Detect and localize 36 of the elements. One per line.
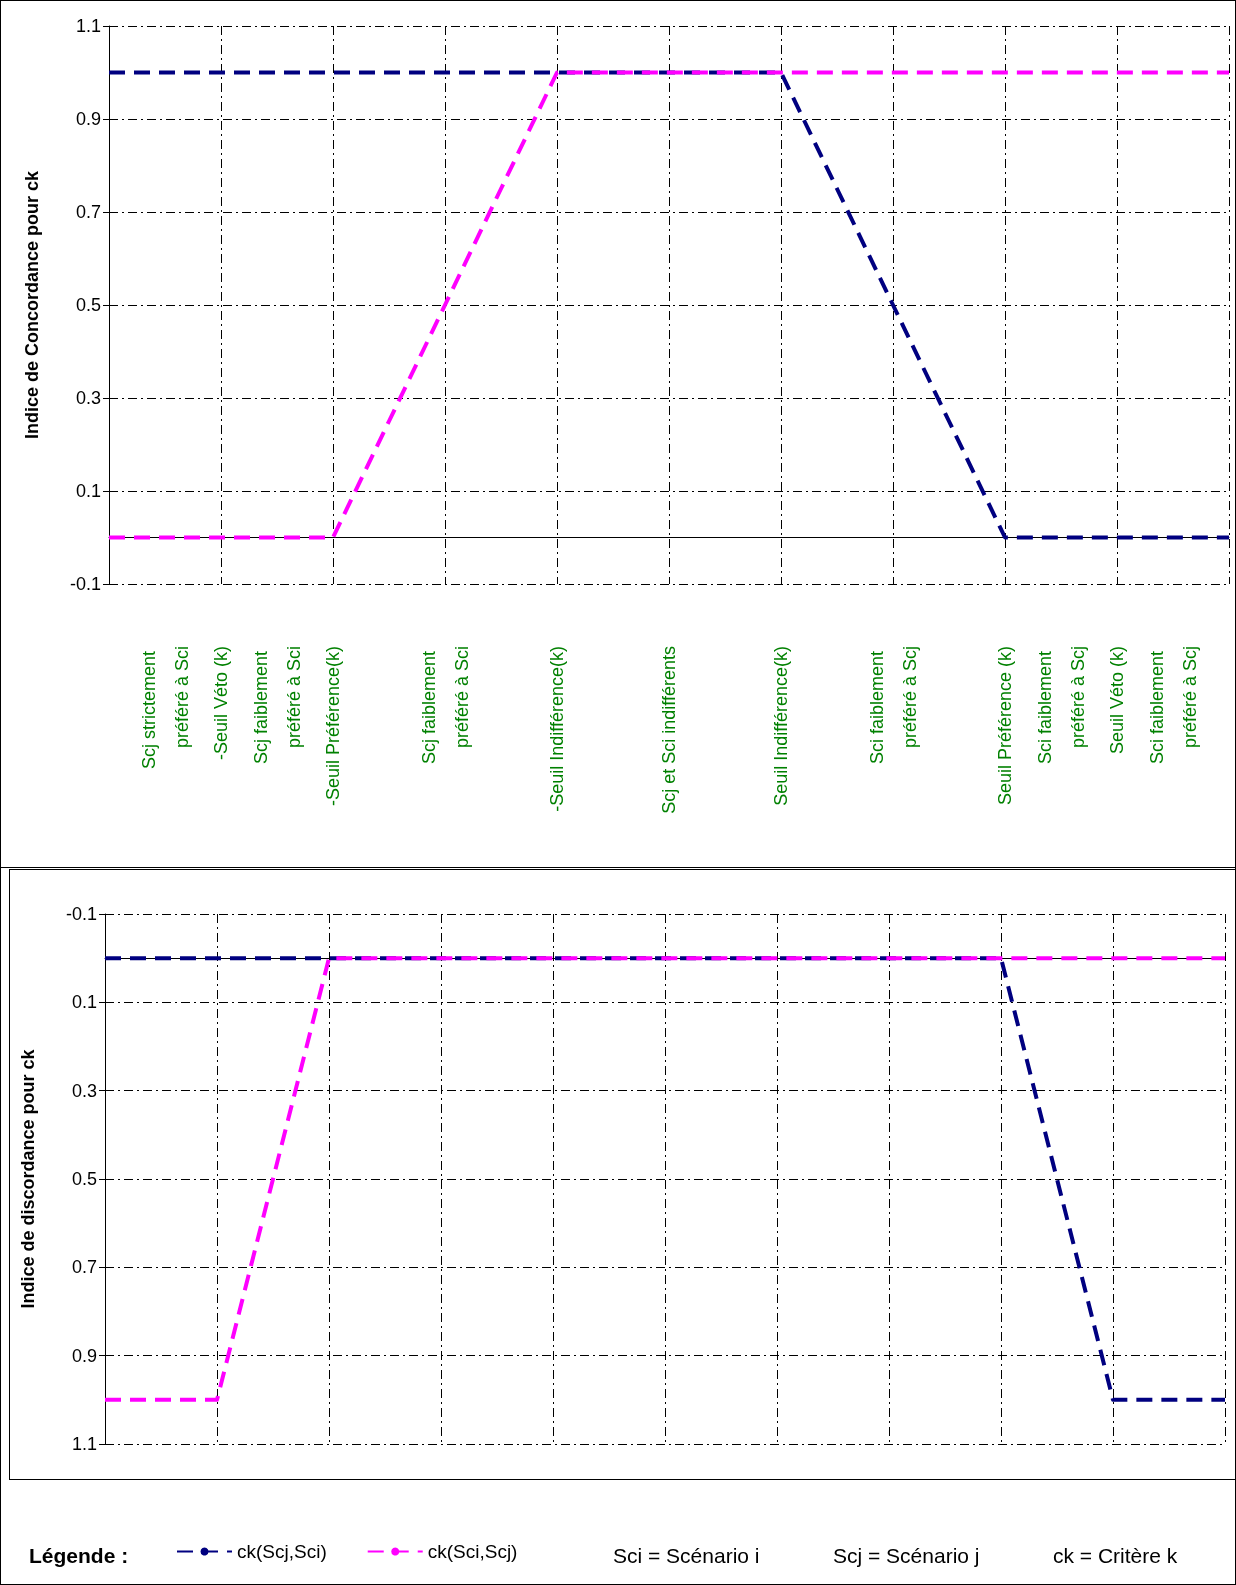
x-tick-label: Seuil Véto (k): [1107, 646, 1127, 755]
legend-label: ck(Scj,Sci): [237, 1541, 327, 1562]
y-tick-label: 1.1: [71, 1434, 97, 1454]
text: Scj = Scénario j: [833, 1544, 980, 1567]
y-tick-label: -0.1: [69, 574, 101, 594]
x-tick-label: Sci faiblement préféré à Scj: [1146, 646, 1200, 765]
y-tick-label: 0.1: [75, 481, 101, 501]
legend-title: Légende :: [29, 1544, 129, 1567]
x-tick-label: Sci faiblement préféré à Scj: [866, 646, 920, 765]
y-tick-label: 0.7: [75, 202, 101, 222]
x-tick-label: Scj strictement préféré à Sci: [138, 646, 192, 770]
x-tick-label: Sci faiblement préféré à Scj: [1034, 646, 1088, 765]
x-tick-label: -Seuil Préférence(k): [323, 646, 343, 807]
y-axis-title: Indice de discordance pour ck: [18, 1048, 38, 1309]
x-tick-label: Scj et Sci indifférents: [659, 646, 679, 814]
y-tick-label: 0.5: [71, 1169, 97, 1189]
line-series: [107, 70, 1231, 540]
y-axis-title: Indice de Concordance pour ck: [22, 169, 42, 440]
y-tick-label: 0.3: [75, 388, 101, 408]
x-tick-label: -Seuil Véto (k): [211, 646, 231, 761]
y-tick-label: -0.1: [65, 904, 97, 924]
x-tick-label: Scj faiblement préféré à Sci: [250, 646, 304, 765]
legend-label: ck(Sci,Scj): [427, 1541, 518, 1562]
text: Sci = Scénario i: [613, 1544, 760, 1567]
y-tick-label: 1.1: [75, 16, 101, 36]
y-tick-label: 0.1: [71, 992, 97, 1013]
x-tick-label: Seuil Indifférence(k): [771, 646, 791, 806]
y-tick-label: 0.5: [75, 295, 101, 315]
y-tick-label: 0.9: [75, 109, 101, 129]
x-tick-label: -Seuil Indifférence(k): [547, 646, 567, 812]
y-tick-label: 0.9: [71, 1345, 97, 1366]
x-tick-label: Scj faiblement préféré à Sci: [418, 646, 472, 765]
y-tick-label: 0.3: [71, 1080, 97, 1101]
text: ck = Critère k: [1053, 1544, 1178, 1567]
y-tick-label: 0.7: [71, 1257, 97, 1278]
x-tick-label: Seuil Préférence (k): [995, 646, 1015, 806]
